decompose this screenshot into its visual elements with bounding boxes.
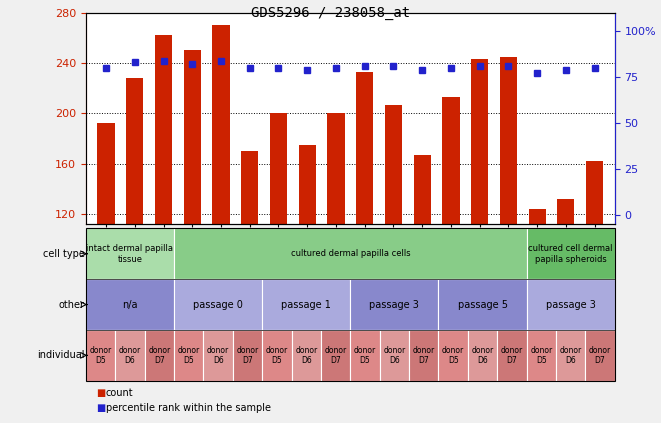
Text: passage 1: passage 1 — [282, 299, 331, 310]
Text: percentile rank within the sample: percentile rank within the sample — [106, 403, 271, 413]
Bar — [500, 57, 517, 224]
Bar — [262, 279, 350, 330]
Bar — [174, 279, 262, 330]
Text: count: count — [106, 388, 134, 398]
Bar — [115, 330, 145, 381]
Text: donor
D7: donor D7 — [148, 346, 171, 365]
Text: passage 3: passage 3 — [546, 299, 596, 310]
Bar — [438, 279, 527, 330]
Bar — [174, 330, 204, 381]
Text: passage 0: passage 0 — [193, 299, 243, 310]
Bar — [292, 330, 321, 381]
Bar — [529, 209, 546, 224]
Text: other: other — [58, 299, 85, 310]
Text: donor
D7: donor D7 — [501, 346, 523, 365]
Bar — [468, 330, 497, 381]
Bar — [497, 330, 527, 381]
Text: n/a: n/a — [122, 299, 137, 310]
Text: donor
D5: donor D5 — [442, 346, 464, 365]
Text: donor
D5: donor D5 — [178, 346, 200, 365]
Bar — [299, 145, 316, 224]
Bar — [86, 330, 115, 381]
Text: donor
D7: donor D7 — [325, 346, 347, 365]
Text: donor
D7: donor D7 — [237, 346, 258, 365]
Text: donor
D6: donor D6 — [471, 346, 494, 365]
Text: donor
D7: donor D7 — [412, 346, 435, 365]
Bar — [145, 330, 174, 381]
Bar — [438, 330, 468, 381]
Text: passage 5: passage 5 — [457, 299, 508, 310]
Text: donor
D5: donor D5 — [354, 346, 376, 365]
Bar — [471, 59, 488, 224]
Bar — [385, 104, 402, 224]
Bar — [97, 124, 114, 224]
Bar — [414, 155, 431, 224]
Text: donor
D6: donor D6 — [560, 346, 582, 365]
Bar — [212, 25, 229, 224]
Bar — [155, 36, 172, 224]
Bar — [586, 330, 615, 381]
Bar — [556, 330, 586, 381]
Text: donor
D5: donor D5 — [530, 346, 553, 365]
Bar — [356, 72, 373, 224]
Text: cultured dermal papilla cells: cultured dermal papilla cells — [291, 249, 410, 258]
Bar — [86, 228, 174, 279]
Bar — [241, 151, 258, 224]
Text: ■: ■ — [96, 403, 105, 413]
Text: donor
D6: donor D6 — [207, 346, 229, 365]
Text: ■: ■ — [96, 388, 105, 398]
Bar — [86, 279, 174, 330]
Bar — [557, 199, 574, 224]
Text: GDS5296 / 238058_at: GDS5296 / 238058_at — [251, 6, 410, 20]
Text: donor
D7: donor D7 — [589, 346, 611, 365]
Bar — [442, 97, 459, 224]
Bar — [174, 228, 527, 279]
Bar — [527, 330, 556, 381]
Bar — [527, 228, 615, 279]
Text: intact dermal papilla
tissue: intact dermal papilla tissue — [87, 244, 173, 264]
Bar — [350, 279, 438, 330]
Bar — [350, 330, 379, 381]
Text: donor
D6: donor D6 — [383, 346, 405, 365]
Bar — [586, 161, 603, 224]
Bar — [184, 50, 201, 224]
Bar — [126, 78, 143, 224]
Text: cultured cell dermal
papilla spheroids: cultured cell dermal papilla spheroids — [528, 244, 613, 264]
Text: individual: individual — [37, 350, 85, 360]
Bar — [233, 330, 262, 381]
Bar — [270, 113, 287, 224]
Bar — [321, 330, 350, 381]
Text: donor
D6: donor D6 — [119, 346, 141, 365]
Text: passage 3: passage 3 — [369, 299, 419, 310]
Text: cell type: cell type — [42, 249, 85, 259]
Bar — [327, 113, 344, 224]
Bar — [409, 330, 438, 381]
Bar — [262, 330, 292, 381]
Bar — [379, 330, 409, 381]
Text: donor
D5: donor D5 — [266, 346, 288, 365]
Bar — [204, 330, 233, 381]
Bar — [527, 279, 615, 330]
Text: donor
D6: donor D6 — [295, 346, 317, 365]
Text: donor
D5: donor D5 — [89, 346, 112, 365]
